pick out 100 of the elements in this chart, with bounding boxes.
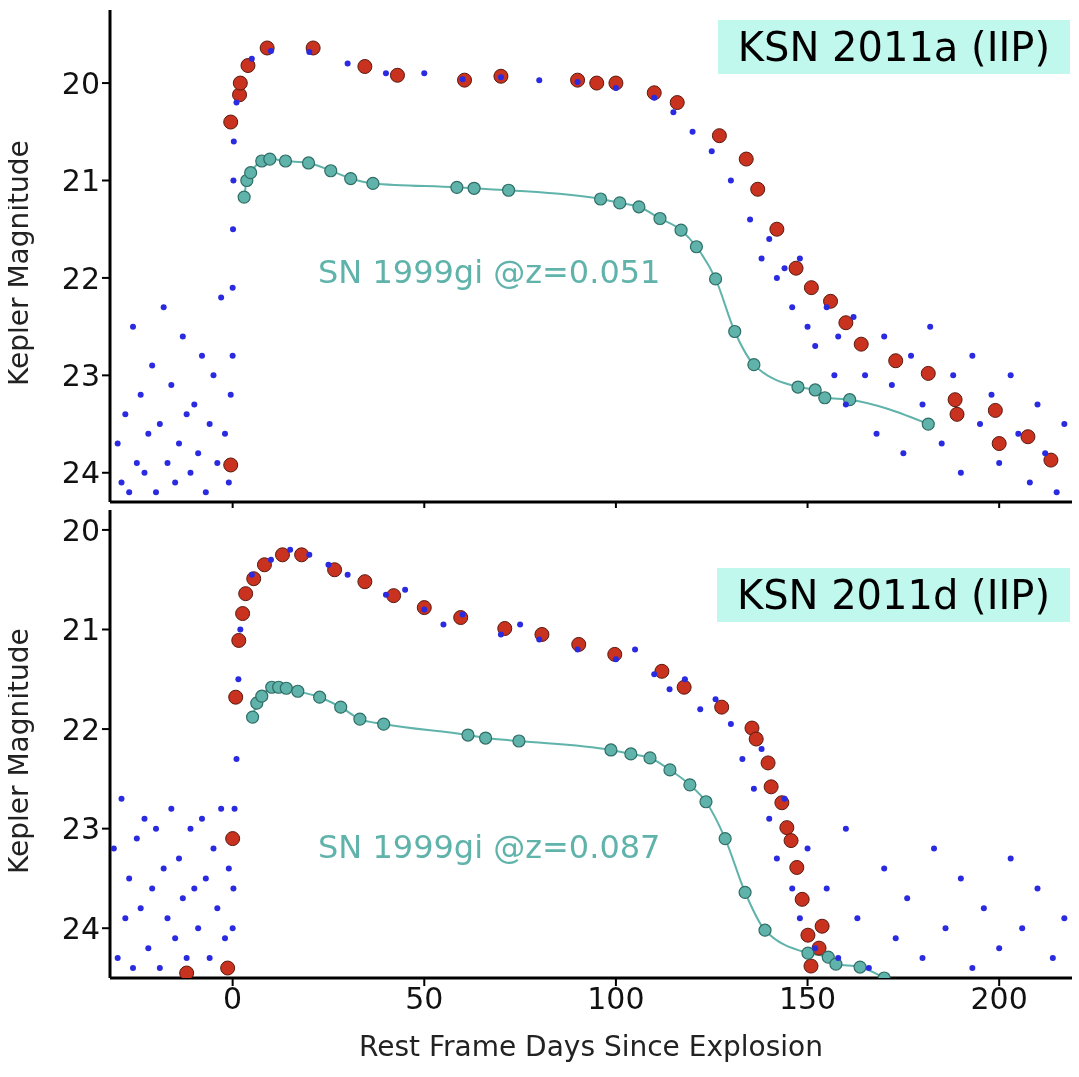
point bbox=[800, 927, 816, 943]
point bbox=[244, 166, 258, 180]
point bbox=[327, 562, 343, 578]
y-tick-label: 22 bbox=[61, 260, 100, 296]
point bbox=[353, 712, 367, 726]
point bbox=[669, 95, 685, 111]
point bbox=[274, 547, 290, 563]
point bbox=[921, 417, 935, 431]
point bbox=[808, 383, 822, 397]
point bbox=[479, 731, 493, 745]
point bbox=[223, 457, 239, 473]
point bbox=[344, 171, 358, 186]
point bbox=[263, 152, 277, 166]
x-tick-label: 50 bbox=[405, 981, 444, 1017]
point bbox=[231, 632, 247, 648]
point bbox=[389, 67, 405, 83]
point bbox=[235, 606, 251, 622]
point bbox=[779, 820, 795, 836]
point bbox=[748, 731, 764, 747]
point bbox=[238, 586, 254, 602]
y-tick-label: 23 bbox=[61, 811, 100, 847]
point bbox=[237, 190, 251, 204]
point bbox=[920, 365, 936, 381]
point bbox=[728, 324, 742, 339]
point bbox=[589, 75, 605, 91]
point bbox=[1043, 452, 1059, 468]
point bbox=[313, 690, 327, 704]
chart-title: KSN 2011a (IIP) bbox=[717, 20, 1070, 74]
point bbox=[758, 923, 772, 937]
point bbox=[357, 574, 373, 590]
point bbox=[738, 885, 752, 899]
point bbox=[334, 700, 348, 714]
text: KSN 2011d (IIP) bbox=[716, 568, 1070, 622]
point bbox=[769, 221, 785, 237]
point bbox=[653, 211, 667, 226]
x-tick-label: 0 bbox=[223, 981, 243, 1017]
point bbox=[714, 699, 730, 715]
point bbox=[654, 663, 670, 679]
point bbox=[461, 728, 475, 742]
point bbox=[294, 547, 310, 563]
point bbox=[738, 151, 754, 167]
point bbox=[838, 315, 854, 331]
point bbox=[794, 891, 810, 907]
point bbox=[711, 128, 727, 144]
series-label: SN 1999gi @z=0.087 bbox=[318, 828, 661, 866]
point bbox=[763, 779, 779, 795]
point bbox=[987, 402, 1003, 418]
y-tick-label: 20 bbox=[61, 65, 100, 101]
point bbox=[663, 763, 677, 777]
point bbox=[760, 755, 776, 771]
point bbox=[676, 679, 692, 695]
point bbox=[708, 272, 723, 286]
y-tick-label: 24 bbox=[61, 455, 100, 491]
point bbox=[803, 958, 819, 974]
point bbox=[502, 183, 516, 197]
point bbox=[278, 154, 293, 168]
y-tick-label: 21 bbox=[61, 612, 100, 648]
point bbox=[604, 743, 618, 757]
point bbox=[512, 734, 526, 748]
point bbox=[803, 280, 819, 296]
point bbox=[613, 196, 627, 210]
point bbox=[279, 681, 293, 695]
point bbox=[450, 180, 464, 194]
point bbox=[632, 200, 646, 214]
point bbox=[220, 960, 236, 976]
point bbox=[783, 833, 799, 849]
point bbox=[718, 832, 732, 846]
point bbox=[699, 795, 713, 809]
point bbox=[255, 689, 269, 703]
point bbox=[228, 689, 244, 705]
point bbox=[683, 778, 697, 792]
point bbox=[386, 588, 402, 604]
point bbox=[853, 336, 869, 352]
point bbox=[497, 620, 513, 636]
point bbox=[788, 260, 804, 276]
y-tick-label: 23 bbox=[61, 358, 100, 393]
point bbox=[291, 684, 305, 698]
point bbox=[689, 240, 703, 254]
point bbox=[301, 156, 316, 170]
point bbox=[789, 859, 805, 875]
point bbox=[949, 406, 965, 422]
point bbox=[750, 181, 766, 197]
point bbox=[624, 747, 638, 761]
y-tick-label: 22 bbox=[61, 711, 100, 747]
x-axis-title: Rest Frame Days Since Explosion bbox=[359, 1030, 823, 1063]
point bbox=[991, 436, 1007, 452]
y-tick-label: 20 bbox=[61, 512, 100, 548]
point bbox=[888, 353, 904, 369]
point bbox=[801, 946, 815, 960]
point bbox=[643, 751, 657, 765]
series-label: SN 1999gi @z=0.051 bbox=[318, 253, 661, 291]
x-tick-label: 100 bbox=[587, 981, 645, 1017]
point bbox=[823, 293, 839, 309]
point bbox=[366, 176, 380, 191]
point bbox=[223, 114, 239, 130]
point bbox=[818, 391, 832, 405]
point bbox=[232, 75, 248, 91]
point bbox=[843, 393, 857, 407]
point bbox=[245, 710, 260, 724]
point bbox=[377, 717, 391, 731]
